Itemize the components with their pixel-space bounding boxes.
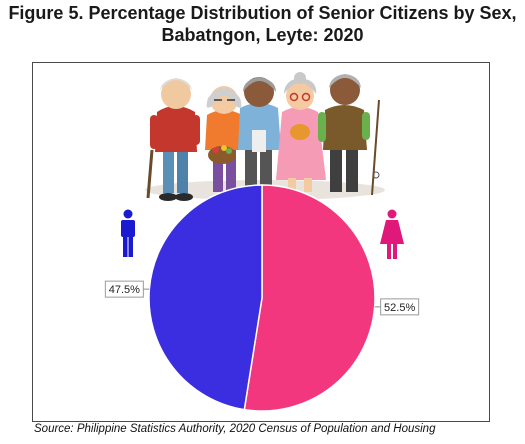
chart-title: Figure 5. Percentage Distribution of Sen…: [0, 2, 525, 46]
male-person-icon: [121, 209, 135, 257]
chart-title-line-2: Babatngon, Leyte: 2020: [161, 25, 364, 45]
senior-citizens-illustration: [145, 72, 385, 201]
female-person-icon: [380, 209, 404, 259]
chart-title-line-1: Figure 5. Percentage Distribution of Sen…: [8, 3, 517, 23]
pie-slice: [148, 184, 263, 411]
pie-chart: 52.5% 47.5%: [104, 184, 420, 412]
source-note: Source: Philippine Statistics Authority,…: [34, 423, 436, 435]
data-label-box: [104, 280, 144, 298]
data-label: 47.5%: [109, 284, 140, 296]
data-label: 52.5%: [384, 302, 415, 314]
data-label-box: [380, 298, 420, 316]
pie-slice: [243, 184, 376, 412]
